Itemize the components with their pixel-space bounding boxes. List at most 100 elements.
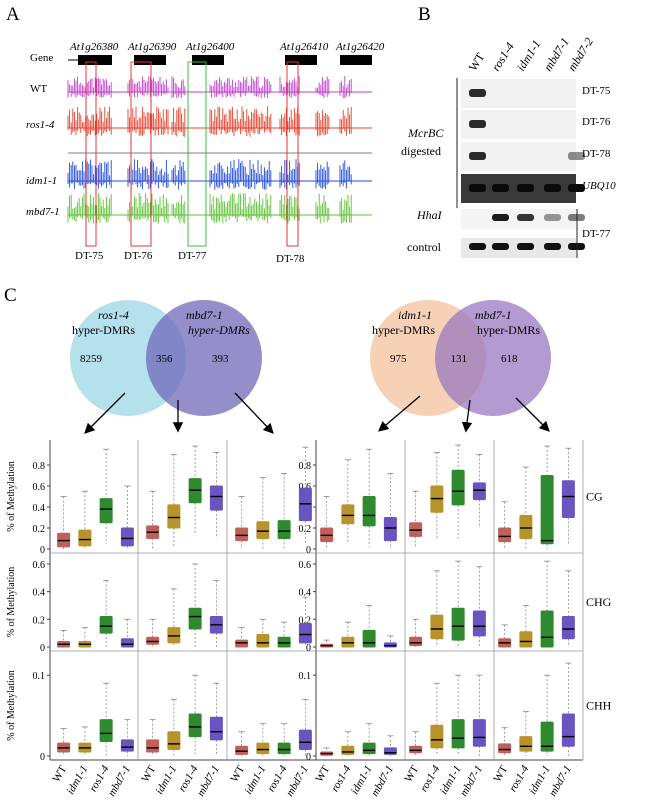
box-idm1-1 xyxy=(167,504,181,529)
venn-overlap-count: 356 xyxy=(156,353,173,365)
box-idm1-1 xyxy=(362,742,376,755)
box-ros1-4 xyxy=(519,631,533,648)
row-label-ubq10: UBQ10 xyxy=(582,180,616,192)
track-label-wt: WT xyxy=(30,83,47,95)
venn-right-name: mbd7-1 xyxy=(186,308,223,322)
mcrbc-label: McrBC xyxy=(407,126,444,140)
y-axis-label: % of Methylation xyxy=(6,670,17,741)
gene-label-4: At1g26410 xyxy=(279,41,329,53)
box-WT xyxy=(146,739,160,753)
y-tick-label: 0 xyxy=(40,643,45,654)
gel-band xyxy=(544,214,561,221)
venn-arrow xyxy=(515,397,550,432)
x-label-idm1-1: idm1-1 xyxy=(153,764,179,797)
venn-right-count: 618 xyxy=(501,353,518,365)
region-label-dt-77: DT-77 xyxy=(178,250,207,262)
methylation-tracks xyxy=(67,76,372,224)
y-tick-label: 0.6 xyxy=(33,560,46,571)
boxplot-grid: 0 0.2 0.4 0.6 0.8 0 0.2 0.4 0.6 0.8 % of Methylati… xyxy=(6,440,612,799)
track-idm1-1 xyxy=(67,159,372,190)
gel-band xyxy=(517,243,534,250)
y-tick-label: 0.8 xyxy=(33,461,46,472)
box-ros1-4 xyxy=(277,742,291,755)
venn-left-sub: hyper-DMRs xyxy=(372,323,435,337)
box-idm1-1 xyxy=(78,529,92,547)
y-tick-label: 0 xyxy=(40,752,45,763)
panel-a-label: A xyxy=(6,4,20,25)
track-ros1-4 xyxy=(67,106,372,137)
box-mbd7-1 xyxy=(472,719,486,747)
row-label-dt-78: DT-78 xyxy=(582,148,611,160)
y-tick-label: 0.4 xyxy=(33,588,46,599)
track-WT xyxy=(67,76,372,99)
box-ros1-4 xyxy=(519,736,533,752)
gel-band xyxy=(469,243,486,250)
track-label-mbd7-1: mbd7-1 xyxy=(26,206,60,218)
gel-band xyxy=(469,152,486,160)
region-box-dt-78 xyxy=(286,61,299,247)
y-tick-label: 0.8 xyxy=(299,461,312,472)
gel-band xyxy=(469,89,486,97)
box-ros1-4 xyxy=(99,719,113,742)
box-mbd7-1 xyxy=(120,527,134,547)
y-tick-label: 0.2 xyxy=(33,615,46,626)
box-mbd7-1 xyxy=(472,610,486,637)
box-idm1-1 xyxy=(451,469,465,506)
box-idm1-1 xyxy=(451,607,465,641)
box-mbd7-1 xyxy=(561,713,575,747)
box-idm1-1 xyxy=(256,634,270,648)
box-idm1-1 xyxy=(362,496,376,527)
gel-band xyxy=(517,184,534,192)
gene-model-5 xyxy=(340,55,372,65)
region-box-dt-77 xyxy=(187,61,207,247)
lane-label-ros1-4: ros1-4 xyxy=(489,40,517,74)
row-label-dt-75: DT-75 xyxy=(582,85,611,97)
y-axis-label: % of Methylation xyxy=(6,567,17,638)
box-WT xyxy=(235,745,249,755)
region-box-dt-75 xyxy=(85,61,97,247)
venn-right-count: 393 xyxy=(212,353,229,365)
x-label-idm1-1: idm1-1 xyxy=(64,764,90,797)
y-tick-label: 0 xyxy=(306,752,311,763)
box-mbd7-1 xyxy=(120,739,134,752)
gel-band xyxy=(568,184,585,192)
venn-left-sub: hyper-DMRs xyxy=(72,323,135,337)
venn-left-count: 975 xyxy=(390,353,407,365)
box-mbd7-1 xyxy=(561,480,575,518)
gel-band xyxy=(544,243,561,250)
track-label-ros1-4: ros1-4 xyxy=(26,119,55,131)
gel-band xyxy=(568,152,585,160)
venn-right-name: mbd7-1 xyxy=(475,308,512,322)
panel-b-label: B xyxy=(418,4,431,25)
box-idm1-1 xyxy=(256,742,270,755)
x-label-WT: WT xyxy=(402,763,421,784)
venn-arrow xyxy=(378,395,421,432)
gel-band xyxy=(544,184,561,192)
y-tick-label: 0.6 xyxy=(33,482,46,493)
hhai-label: HhaI xyxy=(416,208,443,222)
context-label-CG: CG xyxy=(586,490,603,504)
box-ros1-4 xyxy=(99,498,113,524)
gel-band xyxy=(492,184,509,192)
box-mbd7-1 xyxy=(383,517,397,542)
y-tick-label: 0 xyxy=(40,545,45,556)
gene-model-2 xyxy=(134,55,166,65)
region-label-dt-78: DT-78 xyxy=(276,253,305,265)
panel-c-label: C xyxy=(4,285,17,306)
gene-models xyxy=(68,55,372,65)
box-ros1-4 xyxy=(341,504,355,525)
gel-band xyxy=(492,243,509,250)
box-idm1-1 xyxy=(540,610,554,648)
box-mbd7-1 xyxy=(298,622,312,644)
box-mbd7-1 xyxy=(120,638,134,648)
box-WT xyxy=(409,745,423,754)
box-mbd7-1 xyxy=(298,729,312,751)
box-idm1-1 xyxy=(540,721,554,752)
control-label: control xyxy=(407,240,442,254)
gene-model-4 xyxy=(285,55,317,65)
gel-band xyxy=(469,184,486,192)
